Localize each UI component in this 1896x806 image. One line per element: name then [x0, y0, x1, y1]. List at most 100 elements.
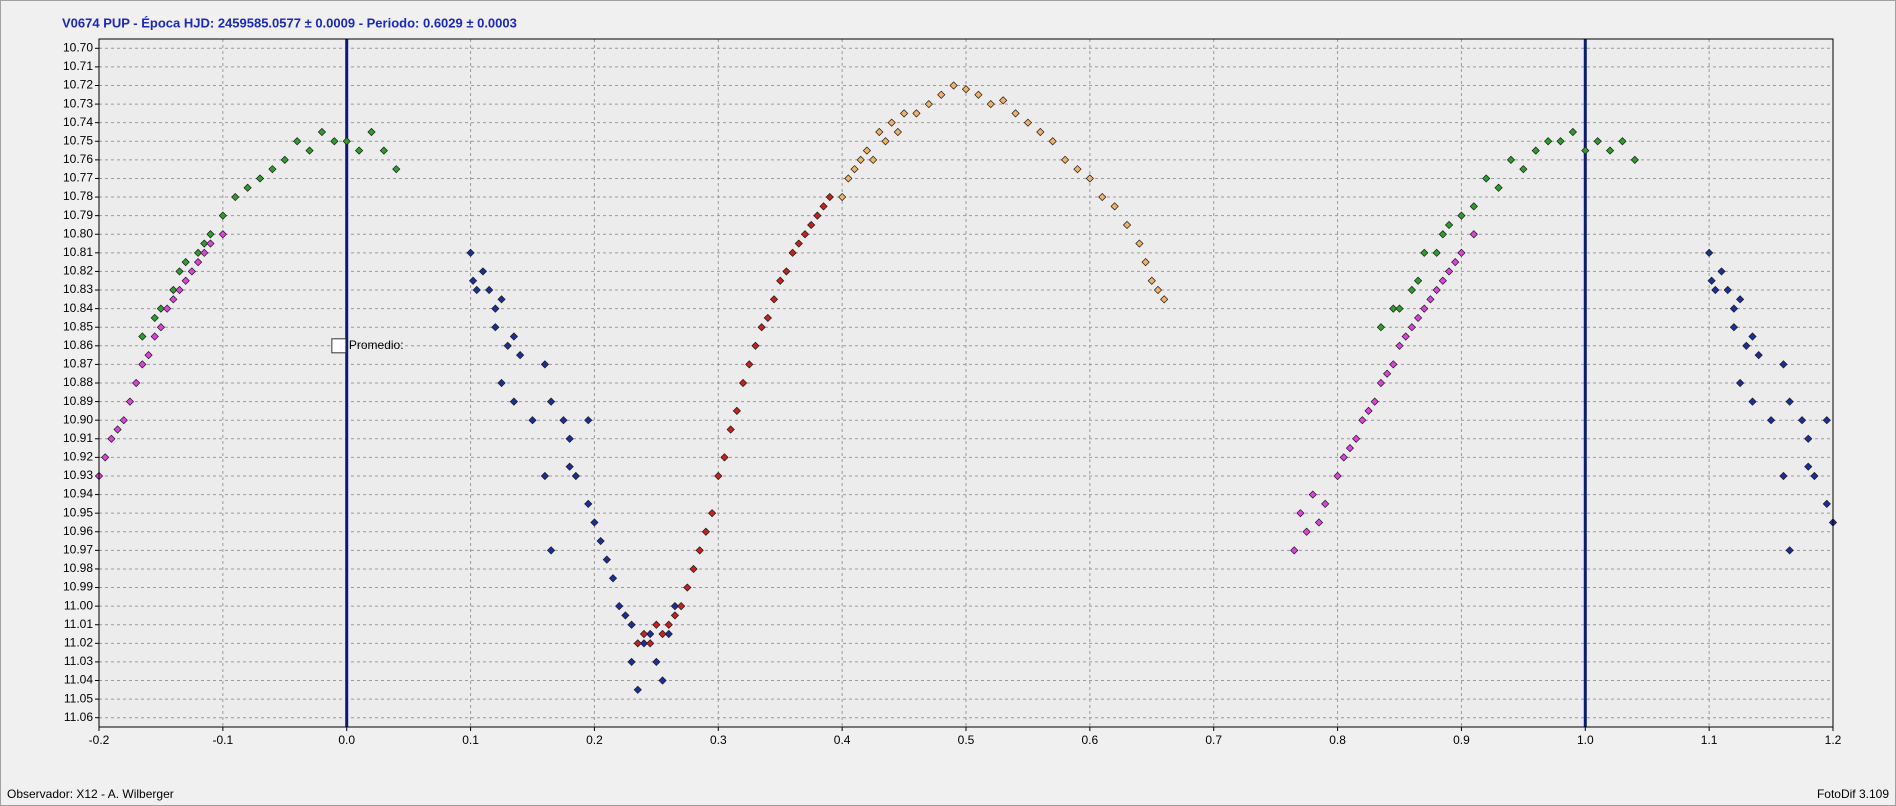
data-point — [1407, 285, 1416, 295]
data-point — [1339, 453, 1348, 462]
data-point — [714, 471, 723, 481]
data-point — [1568, 127, 1577, 137]
data-point — [738, 378, 748, 388]
data-point — [584, 499, 593, 508]
data-point — [1544, 137, 1553, 146]
data-point — [1432, 248, 1441, 257]
data-point — [689, 564, 698, 574]
data-point — [893, 127, 902, 137]
data-point — [639, 629, 649, 639]
data-point — [1469, 230, 1478, 239]
data-point — [590, 518, 599, 527]
data-point — [1804, 434, 1813, 443]
data-point — [1370, 397, 1379, 406]
data-point — [608, 574, 618, 583]
data-point — [1494, 183, 1503, 192]
data-point — [584, 416, 593, 425]
data-point — [1153, 285, 1163, 295]
data-point — [1011, 109, 1020, 118]
data-point — [1395, 341, 1404, 350]
data-point — [769, 295, 779, 304]
data-point — [627, 657, 636, 667]
data-point — [559, 416, 568, 425]
data-point — [1581, 146, 1590, 155]
data-point — [813, 211, 822, 220]
y-tick-label: 10.75 — [63, 133, 93, 147]
software: FotoDif 3.109 — [1817, 787, 1889, 801]
data-point — [1729, 304, 1739, 313]
data-point — [491, 304, 500, 313]
y-tick-label: 10.76 — [63, 152, 93, 166]
data-point — [1779, 360, 1788, 369]
data-point — [181, 258, 190, 267]
data-point — [1135, 239, 1144, 248]
data-point — [844, 174, 853, 183]
data-point — [1593, 137, 1602, 146]
data-point — [243, 183, 252, 192]
data-point — [1531, 146, 1540, 155]
data-point — [1438, 276, 1447, 285]
data-point — [268, 165, 277, 174]
data-point — [330, 137, 339, 146]
data-point — [1389, 360, 1398, 369]
data-point — [187, 267, 196, 276]
data-point — [899, 109, 909, 118]
data-point — [1822, 499, 1831, 508]
x-tick-label: 0.4 — [834, 733, 851, 747]
y-tick-label: 10.77 — [63, 171, 93, 185]
data-point — [856, 155, 865, 164]
data-point — [1432, 285, 1441, 295]
data-point — [305, 146, 314, 155]
data-point — [1748, 397, 1757, 406]
x-tick-label: 0.8 — [1329, 733, 1346, 747]
y-tick-label: 11.05 — [64, 691, 93, 705]
data-point — [1383, 369, 1392, 378]
x-tick-label: 0.2 — [586, 733, 603, 747]
x-tick-label: 0.3 — [710, 733, 727, 747]
data-point — [150, 332, 159, 341]
data-point — [175, 267, 184, 276]
data-point — [1290, 546, 1299, 555]
data-point — [670, 602, 680, 611]
y-tick-label: 11.03 — [64, 654, 93, 668]
data-point — [1141, 258, 1150, 267]
data-point — [169, 295, 178, 304]
data-point — [200, 248, 209, 257]
data-point — [1618, 137, 1627, 146]
data-point — [1110, 202, 1119, 211]
data-point — [1717, 267, 1726, 276]
x-tick-label: 0.7 — [1205, 733, 1222, 747]
data-point — [1333, 471, 1342, 481]
data-point — [509, 397, 519, 406]
data-point — [1779, 471, 1788, 481]
x-tick-label: 1.1 — [1701, 733, 1718, 747]
data-point — [1160, 295, 1169, 304]
data-point — [825, 192, 834, 202]
data-point — [1321, 499, 1330, 508]
data-point — [602, 555, 611, 564]
data-point — [193, 258, 203, 267]
data-point — [497, 378, 506, 388]
data-point — [999, 96, 1008, 105]
data-point — [193, 248, 203, 257]
y-tick-label: 10.86 — [63, 338, 93, 352]
data-point — [807, 220, 816, 230]
y-tick-label: 10.91 — [63, 431, 93, 445]
y-tick-label: 11.00 — [64, 598, 93, 612]
data-point — [869, 155, 878, 164]
data-point — [1506, 155, 1516, 164]
data-point — [683, 583, 692, 592]
data-point — [181, 276, 190, 285]
legend-label: Promedio: — [349, 338, 404, 352]
y-tick-label: 11.01 — [64, 617, 93, 631]
data-point — [1519, 165, 1528, 174]
data-point — [646, 629, 655, 639]
data-point — [961, 85, 971, 94]
y-tick-label: 10.71 — [63, 59, 93, 73]
data-point — [720, 453, 729, 462]
data-point — [1122, 220, 1132, 230]
data-point — [1413, 276, 1423, 285]
data-point — [986, 99, 995, 109]
data-point — [1822, 416, 1831, 425]
data-point — [658, 676, 667, 685]
